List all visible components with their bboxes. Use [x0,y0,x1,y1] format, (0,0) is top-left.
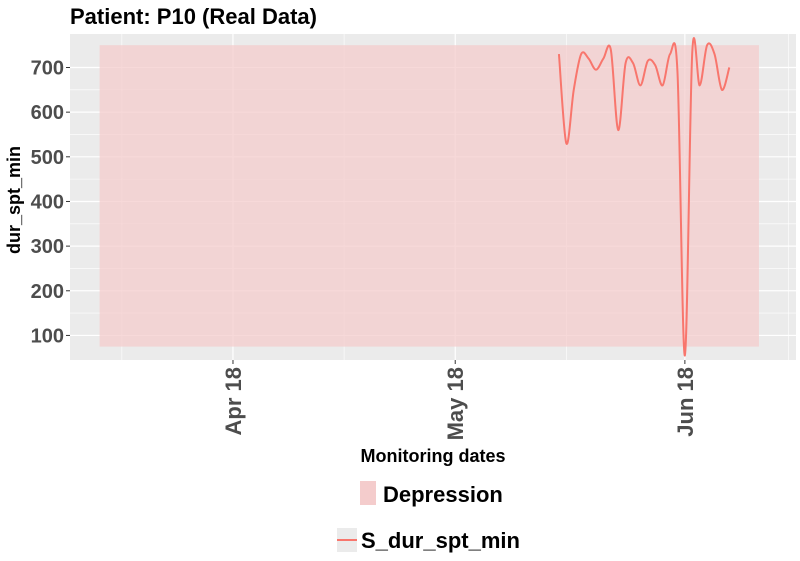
x-tick-label: Jun 18 [673,367,698,437]
x-axis-title: Monitoring dates [361,446,506,466]
y-tick-label: 700 [31,57,64,79]
plot-panel [70,34,796,360]
y-tick-label: 200 [31,281,64,303]
legend-label-depression: Depression [383,482,503,507]
legend-item-depression: Depression [360,481,503,507]
legend-key-depression [360,481,376,505]
x-tick-label: May 18 [443,367,468,440]
y-tick-label: 100 [31,325,64,347]
legend-item-series: S_dur_spt_min [337,528,520,553]
legend-label-s-dur-spt-min: S_dur_spt_min [361,528,520,553]
y-tick-label: 400 [31,191,64,213]
x-axis: Apr 18 May 18 Jun 18 [221,360,698,440]
x-tick-label: Apr 18 [221,367,246,435]
y-axis: 100 200 300 400 500 600 700 [31,57,70,347]
y-tick-label: 600 [31,102,64,124]
y-tick-label: 500 [31,147,64,169]
series-line-s-dur-spt-min [557,37,731,357]
legend: Depression S_dur_spt_min [337,481,520,553]
y-tick-label: 300 [31,236,64,258]
chart-title: Patient: P10 (Real Data) [70,4,317,29]
depression-region [99,45,759,347]
y-axis-title: dur_spt_min [4,146,24,254]
